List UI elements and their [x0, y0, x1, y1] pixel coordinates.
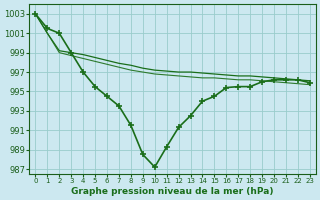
X-axis label: Graphe pression niveau de la mer (hPa): Graphe pression niveau de la mer (hPa) — [71, 187, 274, 196]
